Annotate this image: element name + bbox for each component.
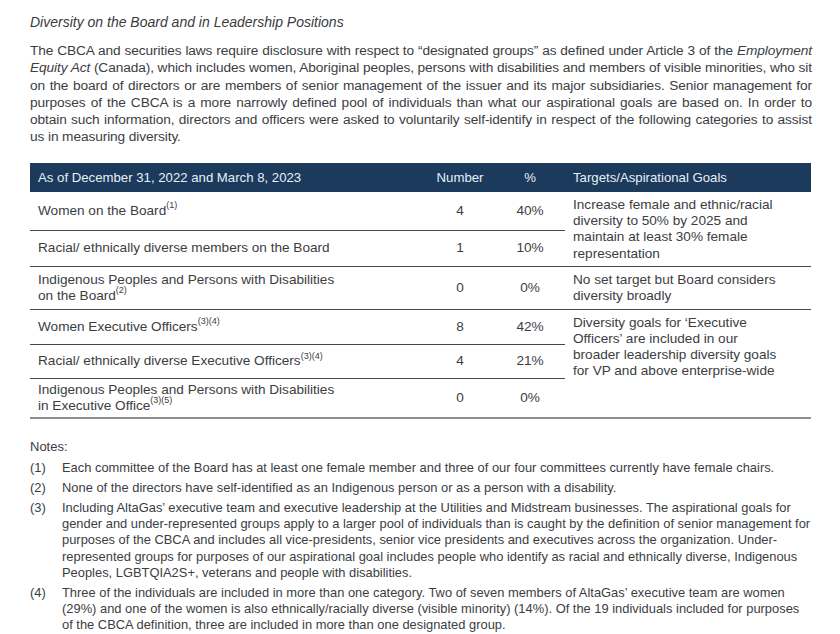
table-row: Women on the Board(1) 4 40% Increase fem… [30, 192, 811, 230]
intro-text-2: (Canada), which includes women, Aborigin… [30, 60, 812, 144]
row-number-cell: 1 [425, 230, 495, 266]
row-label: Women Executive Officers [38, 319, 198, 334]
footnote-ref: (3)(5) [150, 395, 172, 405]
row-label-cell: Racial/ ethnically diverse members on th… [30, 230, 425, 266]
footnote-ref: (1) [166, 200, 177, 210]
row-number-cell: 0 [425, 378, 495, 418]
note-number: (2) [30, 480, 62, 496]
row-percent-cell: 42% [495, 309, 565, 344]
row-label-cell: Indigenous Peoples and Persons with Disa… [30, 266, 425, 309]
document-page: Diversity on the Board and in Leadership… [0, 0, 840, 634]
row-number-cell: 8 [425, 309, 495, 344]
note-item: (3) Including AltaGas’ executive team an… [30, 500, 812, 581]
row-label-cell: Women Executive Officers(3)(4) [30, 309, 425, 344]
row-number-cell: 0 [425, 266, 495, 309]
row-label: Indigenous Peoples and Persons with Disa… [38, 272, 334, 303]
note-item: (2) None of the directors have self-iden… [30, 480, 812, 496]
note-text: Three of the individuals are included in… [62, 585, 812, 634]
table-header-row: As of December 31, 2022 and March 8, 202… [30, 163, 811, 192]
row-label: Indigenous Peoples and Persons with Disa… [38, 382, 334, 413]
notes-list: (1) Each committee of the Board has at l… [30, 460, 812, 634]
intro-text-1: The CBCA and securities laws require dis… [30, 43, 737, 58]
notes-section: Notes: (1) Each committee of the Board h… [30, 439, 812, 634]
note-text: Each committee of the Board has at least… [62, 460, 812, 476]
row-percent-cell: 21% [495, 344, 565, 378]
row-label: Racial/ ethnically diverse members on th… [38, 240, 330, 255]
targets-cell-executive-diversity: Diversity goals for ‘Executive Officers’… [565, 309, 811, 418]
row-percent-cell: 40% [495, 192, 565, 230]
row-label: Women on the Board [38, 203, 166, 218]
column-header-targets: Targets/Aspirational Goals [565, 163, 811, 192]
table-row: Indigenous Peoples and Persons with Disa… [30, 266, 811, 309]
row-label: Racial/ ethnically diverse Executive Off… [38, 353, 301, 368]
table-row: Women Executive Officers(3)(4) 8 42% Div… [30, 309, 811, 344]
row-label-cell: Racial/ ethnically diverse Executive Off… [30, 344, 425, 378]
page-title: Diversity on the Board and in Leadership… [30, 14, 812, 30]
note-number: (4) [30, 585, 62, 634]
row-number-cell: 4 [425, 344, 495, 378]
column-header-as-of: As of December 31, 2022 and March 8, 202… [30, 163, 425, 192]
footnote-ref: (3)(4) [301, 351, 323, 361]
row-label-cell: Women on the Board(1) [30, 192, 425, 230]
row-percent-cell: 10% [495, 230, 565, 266]
row-number-cell: 4 [425, 192, 495, 230]
note-item: (4) Three of the individuals are include… [30, 585, 812, 634]
targets-cell-no-set-target: No set target but Board considers divers… [565, 266, 811, 309]
note-number: (3) [30, 500, 62, 581]
targets-cell-board-diversity: Increase female and ethnic/racial divers… [565, 192, 811, 267]
intro-paragraph: The CBCA and securities laws require dis… [30, 42, 812, 146]
note-text: None of the directors have self-identifi… [62, 480, 812, 496]
notes-heading: Notes: [30, 439, 812, 454]
diversity-table: As of December 31, 2022 and March 8, 202… [30, 163, 811, 419]
note-text: Including AltaGas’ executive team and ex… [62, 500, 812, 581]
column-header-percent: % [495, 163, 565, 192]
footnote-ref: (2) [116, 285, 127, 295]
row-percent-cell: 0% [495, 378, 565, 418]
row-percent-cell: 0% [495, 266, 565, 309]
footnote-ref: (3)(4) [198, 316, 220, 326]
note-number: (1) [30, 460, 62, 476]
note-item: (1) Each committee of the Board has at l… [30, 460, 812, 476]
column-header-number: Number [425, 163, 495, 192]
row-label-cell: Indigenous Peoples and Persons with Disa… [30, 378, 425, 418]
